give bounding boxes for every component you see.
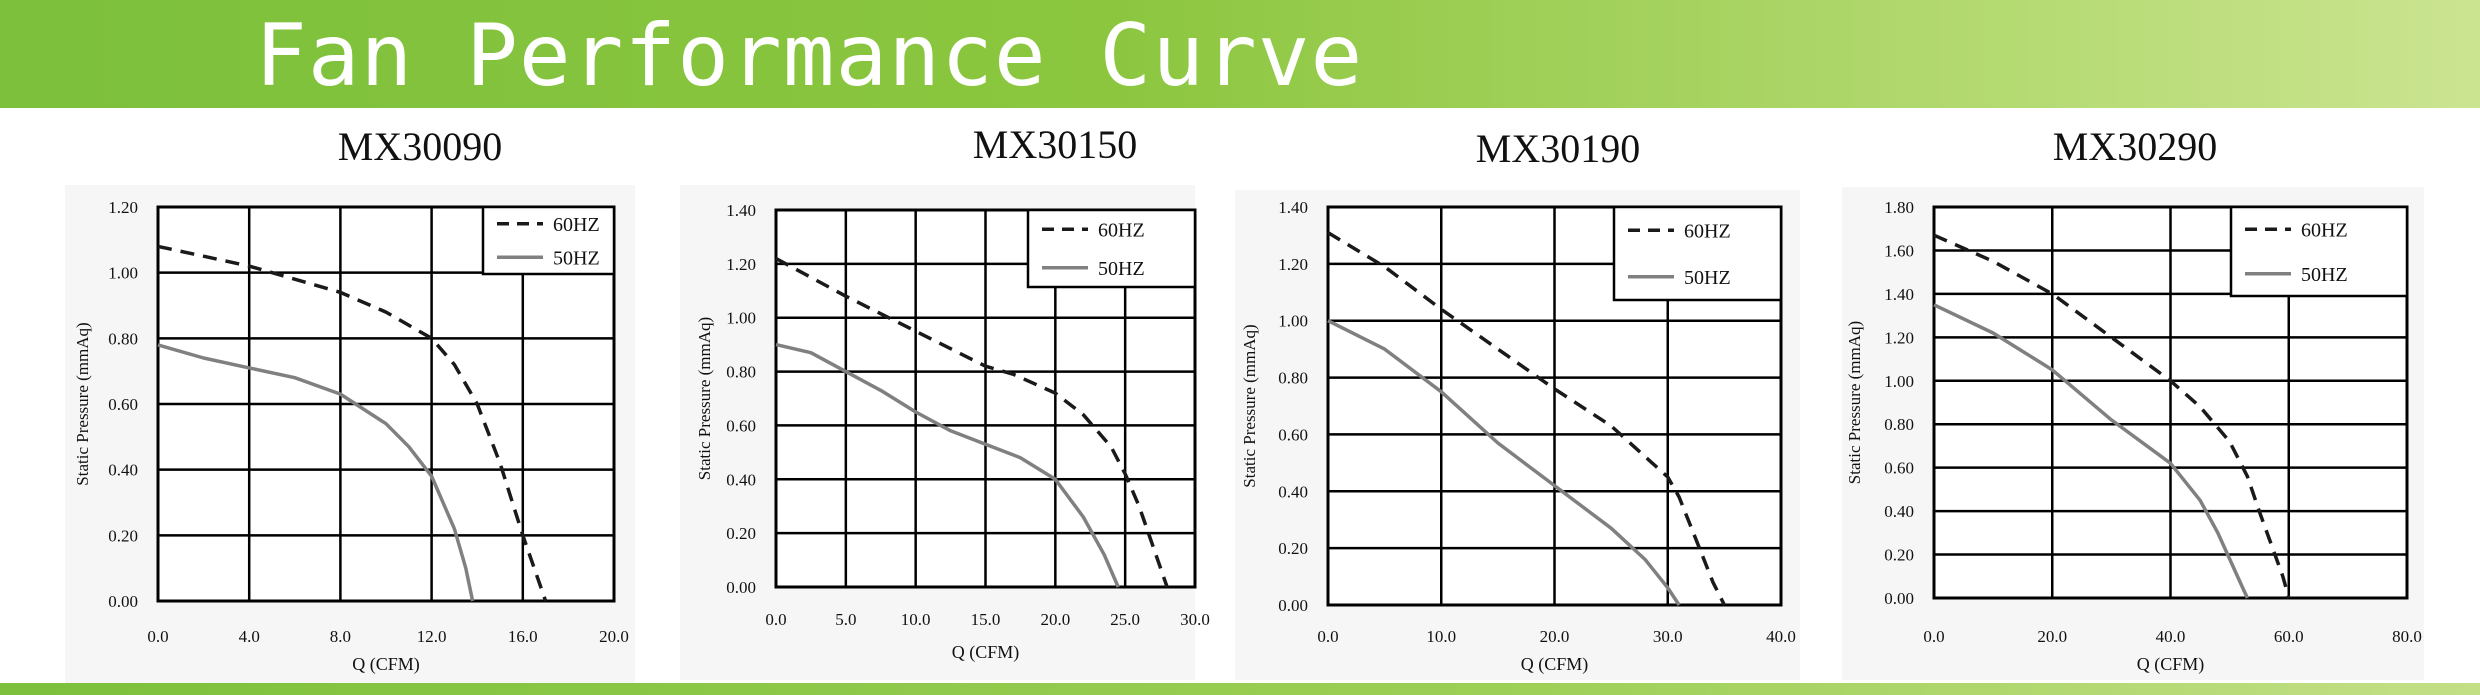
chart-2: 0.0 5.0 10.0 15.0 20.0 25.0 30.0 0.00 0.20 0.40 0.… bbox=[680, 122, 1210, 680]
y-tick-label: 0.60 bbox=[1278, 425, 1308, 444]
chart-4: 0.0 20.0 40.0 60.0 80.0 0.00 0.20 0.40 0.60 0.80 1… bbox=[1842, 124, 2424, 680]
x-tick-label: 80.0 bbox=[2392, 627, 2422, 646]
page-title: Fan Performance Curve bbox=[255, 6, 1364, 106]
legend-label: 50HZ bbox=[1684, 267, 1731, 289]
y-tick-label: 0.80 bbox=[1884, 415, 1914, 434]
x-tick-label: 15.0 bbox=[971, 610, 1001, 629]
y-tick-label: 0.20 bbox=[1278, 539, 1308, 558]
x-tick-label: 10.0 bbox=[901, 610, 931, 629]
y-tick-label: 1.20 bbox=[1278, 255, 1308, 274]
legend-label: 50HZ bbox=[2301, 264, 2348, 286]
legend-box bbox=[481, 205, 616, 276]
y-tick-label: 0.80 bbox=[1278, 369, 1308, 388]
x-tick-label: 20.0 bbox=[2037, 627, 2067, 646]
y-tick-label: 1.40 bbox=[1884, 285, 1914, 304]
legend-label: 60HZ bbox=[553, 214, 600, 236]
y-tick-label: 0.60 bbox=[726, 416, 756, 435]
chart-title: MX30190 bbox=[1476, 126, 1640, 171]
x-tick-label: 4.0 bbox=[239, 627, 260, 646]
chart-1: 0.0 4.0 8.0 12.0 16.0 20.0 0.00 0.20 0.40 0.60 0.8… bbox=[65, 124, 635, 685]
y-tick-label: 1.00 bbox=[108, 264, 138, 283]
y-tick-label: 0.40 bbox=[1278, 482, 1308, 501]
y-tick-label: 0.40 bbox=[726, 470, 756, 489]
x-tick-label: 60.0 bbox=[2274, 627, 2304, 646]
legend-label: 50HZ bbox=[1098, 258, 1145, 280]
x-axis-label: Q (CFM) bbox=[952, 642, 1020, 663]
x-tick-label: 40.0 bbox=[1766, 627, 1796, 646]
series-line-50hz bbox=[1933, 303, 2249, 599]
series-line-60hz bbox=[157, 244, 548, 602]
y-tick-label: 0.40 bbox=[1884, 502, 1914, 521]
legend-label: 60HZ bbox=[1098, 219, 1145, 241]
y-tick-label: 1.00 bbox=[726, 309, 756, 328]
x-tick-label: 20.0 bbox=[1040, 610, 1070, 629]
legend-box bbox=[1612, 205, 1783, 302]
series-line-60hz bbox=[1327, 231, 1726, 606]
y-tick-label: 0.80 bbox=[726, 363, 756, 382]
x-tick-label: 10.0 bbox=[1426, 627, 1456, 646]
y-axis-label: Static Pressure (mmAq) bbox=[1845, 321, 1864, 484]
y-tick-label: 1.60 bbox=[1884, 241, 1914, 260]
y-tick-label: 0.20 bbox=[726, 524, 756, 543]
legend-box bbox=[2229, 205, 2409, 298]
chart-title: MX30150 bbox=[973, 122, 1137, 167]
legend-label: 50HZ bbox=[553, 247, 600, 269]
x-tick-label: 0.0 bbox=[1923, 627, 1944, 646]
legend-box bbox=[1026, 208, 1197, 289]
x-tick-label: 12.0 bbox=[417, 627, 447, 646]
y-tick-label: 1.40 bbox=[726, 201, 756, 220]
y-axis-label: Static Pressure (mmAq) bbox=[695, 317, 714, 480]
x-tick-label: 0.0 bbox=[765, 610, 786, 629]
y-tick-label: 1.20 bbox=[108, 198, 138, 217]
legend-label: 60HZ bbox=[2301, 219, 2348, 241]
x-tick-label: 20.0 bbox=[599, 627, 629, 646]
y-tick-label: 1.00 bbox=[1884, 372, 1914, 391]
footer-bar bbox=[0, 683, 2480, 695]
x-tick-label: 30.0 bbox=[1180, 610, 1210, 629]
x-tick-label: 40.0 bbox=[2156, 627, 2186, 646]
x-tick-label: 20.0 bbox=[1540, 627, 1570, 646]
y-tick-label: 0.60 bbox=[108, 395, 138, 414]
x-tick-label: 30.0 bbox=[1653, 627, 1683, 646]
y-tick-label: 1.40 bbox=[1278, 198, 1308, 217]
y-tick-label: 1.80 bbox=[1884, 198, 1914, 217]
y-tick-label: 1.20 bbox=[1884, 328, 1914, 347]
y-tick-label: 0.40 bbox=[108, 461, 138, 480]
x-tick-label: 5.0 bbox=[835, 610, 856, 629]
x-tick-label: 0.0 bbox=[1317, 627, 1338, 646]
x-axis-label: Q (CFM) bbox=[2137, 654, 2205, 675]
x-tick-label: 8.0 bbox=[330, 627, 351, 646]
x-tick-label: 16.0 bbox=[508, 627, 538, 646]
x-axis-label: Q (CFM) bbox=[1521, 654, 1589, 675]
header-banner: Fan Performance Curve bbox=[0, 0, 2480, 108]
y-tick-label: 0.20 bbox=[108, 526, 138, 545]
y-tick-label: 0.00 bbox=[108, 592, 138, 611]
series-line-50hz bbox=[157, 343, 475, 602]
series-line-60hz bbox=[775, 256, 1169, 588]
x-axis-label: Q (CFM) bbox=[352, 654, 420, 675]
x-tick-label: 0.0 bbox=[147, 627, 168, 646]
y-tick-label: 0.00 bbox=[726, 578, 756, 597]
x-tick-label: 25.0 bbox=[1110, 610, 1140, 629]
series-line-60hz bbox=[1933, 233, 2291, 599]
y-tick-label: 1.00 bbox=[1278, 312, 1308, 331]
y-tick-label: 0.20 bbox=[1884, 546, 1914, 565]
y-tick-label: 0.60 bbox=[1884, 459, 1914, 478]
series-line-50hz bbox=[1327, 319, 1681, 606]
y-tick-label: 0.00 bbox=[1278, 596, 1308, 615]
chart-title: MX30290 bbox=[2053, 124, 2217, 169]
y-tick-label: 1.20 bbox=[726, 255, 756, 274]
series-line-50hz bbox=[775, 342, 1120, 588]
y-tick-label: 0.00 bbox=[1884, 589, 1914, 608]
chart-title: MX30090 bbox=[338, 124, 502, 169]
legend-label: 60HZ bbox=[1684, 220, 1731, 242]
y-axis-label: Static Pressure (mmAq) bbox=[73, 322, 92, 485]
y-tick-label: 0.80 bbox=[108, 329, 138, 348]
chart-3: 0.0 10.0 20.0 30.0 40.0 0.00 0.20 0.40 0.60 0.80 1… bbox=[1235, 126, 1800, 680]
y-axis-label: Static Pressure (mmAq) bbox=[1240, 324, 1259, 487]
